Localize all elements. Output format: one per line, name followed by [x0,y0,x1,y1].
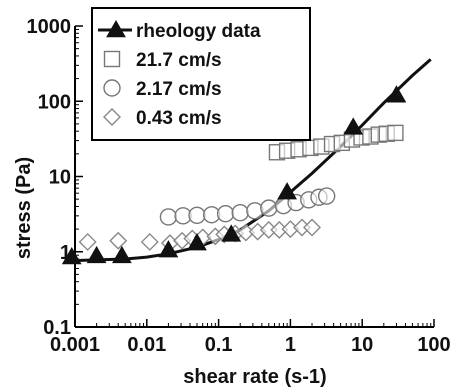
data-point-circle-open [260,199,278,217]
x-tick-label: 0.001 [50,334,100,356]
data-point-triangle-filled [112,245,132,264]
data-point-triangle-filled [86,245,107,264]
y-tick-label: 1000 [27,16,72,38]
x-tick-label: 10 [351,334,373,356]
legend-triangle-marker [106,19,126,38]
x-tick-label: 100 [417,334,450,356]
data-point-triangle-filled [61,247,82,265]
data-point-square-open [387,124,404,142]
legend-label: 2.17 cm/s [136,79,222,100]
legend-diamond-open-marker [103,108,121,126]
data-point-triangle-filled [277,182,297,200]
rheology-fit-line [69,58,432,263]
marks-layer [61,58,432,265]
data-point-diamond-open [140,232,159,251]
x-tick-label: 0.1 [205,334,233,356]
data-point-diamond-open [303,218,322,237]
legend-label: rheology data [136,21,261,42]
y-tick-label: 0.1 [43,317,71,339]
data-point-triangle-filled [158,240,179,258]
data-point-diamond-open [78,232,97,251]
data-point-triangle-filled [221,224,242,242]
data-point-triangle-filled [386,85,407,103]
data-point-triangle-filled [343,117,364,135]
data-point-circle-open [159,208,178,226]
x-tick-label: 0.01 [127,334,166,356]
y-tick-label: 100 [38,91,71,113]
data-point-circle-open [246,202,264,220]
x-axis-title: shear rate (s-1) [183,366,326,388]
data-point-circle-open [317,187,336,205]
data-point-diamond-open [109,231,128,250]
legend-circle-open-marker [103,79,121,97]
legend-label: 21.7 cm/s [136,50,222,71]
legend-square-open-marker [103,50,121,68]
data-point-circle-open [216,205,235,223]
legend: rheology data 21.7 cm/s 2.17 cm/s 0.43 cm/s [91,7,311,141]
y-tick-label: 10 [49,167,71,189]
x-tick-label: 1 [285,334,296,356]
data-point-circle-open [188,206,206,225]
y-axis-title: stress (Pa) [13,157,35,259]
data-point-triangle-filled [187,233,207,251]
data-point-circle-open [231,204,249,222]
legend-label: 0.43 cm/s [136,108,222,129]
y-tick-label: 1 [60,242,71,264]
axes-layer: 0.001 0.01 0.1 1 10 100 0.1 1 10 100 1000 [27,16,451,356]
